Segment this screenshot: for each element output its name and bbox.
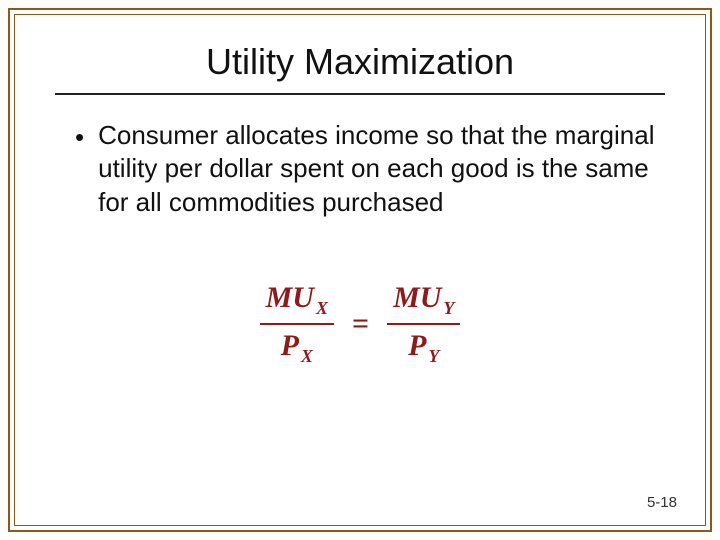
- left-num-sub: X: [316, 298, 328, 318]
- right-denominator: PY: [402, 327, 445, 369]
- left-den-sub: X: [301, 346, 313, 366]
- bullet-text: Consumer allocates income so that the ma…: [98, 119, 655, 219]
- left-den-base: P: [281, 329, 299, 362]
- title-underline: [55, 93, 665, 95]
- right-den-sub: Y: [428, 346, 439, 366]
- bullet-marker: •: [75, 121, 84, 154]
- left-num-base: MU: [266, 281, 314, 314]
- formula-container: MUX PX = MUY PY: [55, 279, 665, 369]
- outer-frame: Utility Maximization • Consumer allocate…: [8, 8, 712, 532]
- page-number: 5-18: [647, 494, 677, 511]
- right-den-base: P: [408, 329, 426, 362]
- left-fraction-bar: [260, 323, 334, 325]
- fraction-right: MUY PY: [387, 279, 460, 369]
- fraction-left: MUX PX: [260, 279, 334, 369]
- utility-formula: MUX PX = MUY PY: [260, 279, 461, 369]
- right-num-base: MU: [393, 281, 441, 314]
- right-numerator: MUY: [387, 279, 460, 321]
- inner-frame: Utility Maximization • Consumer allocate…: [14, 14, 706, 526]
- bullet-item: • Consumer allocates income so that the …: [55, 119, 665, 219]
- right-num-sub: Y: [443, 298, 454, 318]
- left-denominator: PX: [275, 327, 319, 369]
- right-fraction-bar: [387, 323, 460, 325]
- slide-title: Utility Maximization: [55, 41, 665, 83]
- equals-sign: =: [348, 307, 373, 341]
- left-numerator: MUX: [260, 279, 334, 321]
